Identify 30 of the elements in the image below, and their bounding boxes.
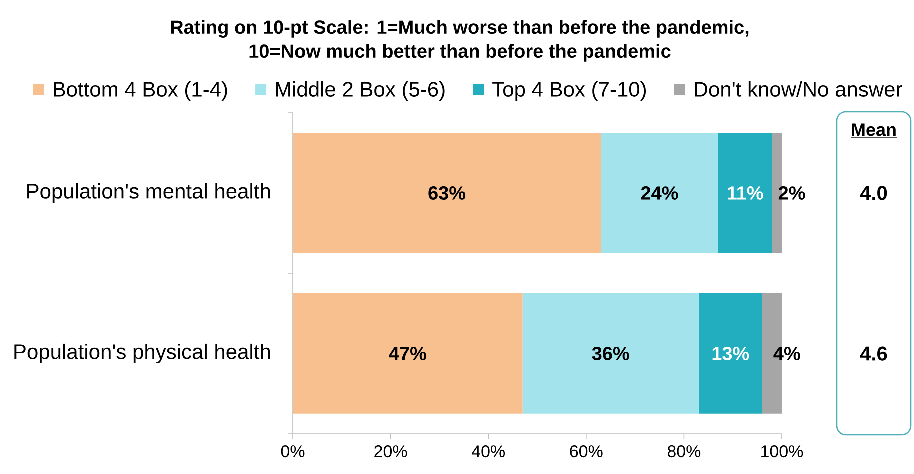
bar	[522, 294, 699, 414]
bar	[698, 294, 762, 414]
y-tick-label: Population's mental health	[28, 183, 270, 204]
x-tick-label: 20%	[374, 446, 408, 458]
text: 4.0	[860, 186, 888, 200]
bar	[718, 133, 772, 254]
legend-label: Middle 2 Box (5-6)	[276, 82, 445, 102]
x-tick-label: 80%	[668, 446, 701, 458]
x-tick-label: 0%	[281, 446, 305, 458]
data-label: 63%	[428, 186, 466, 200]
data-label: 36%	[592, 347, 630, 360]
chart-title: Rating on 10-pt Scale: 1=Much worse than before the pandemic, 10=Now much better than before the pandemic	[171, 20, 749, 62]
data-label: 13%	[712, 347, 750, 360]
data-label: 47%	[389, 347, 426, 360]
data-label: 4%	[774, 347, 800, 360]
data-label: 2%	[778, 186, 806, 200]
legend-label: Bottom 4 Box (1-4)	[54, 82, 228, 102]
bar	[293, 133, 602, 254]
data-label: 24%	[641, 186, 678, 200]
legend-label: Top 4 Box (7-10)	[492, 82, 646, 102]
bar	[601, 133, 718, 254]
data-label: 11%	[728, 186, 764, 200]
legend-label: Don't know/No answer	[695, 82, 902, 97]
x-tick-label: 40%	[472, 446, 505, 458]
x-tick-label: 100%	[762, 446, 804, 458]
x-tick-label: 60%	[570, 446, 603, 458]
bar	[293, 294, 523, 414]
text: 4.6	[860, 346, 888, 361]
text: Mean	[852, 124, 896, 136]
y-tick-label: Population's physical health	[14, 344, 270, 364]
